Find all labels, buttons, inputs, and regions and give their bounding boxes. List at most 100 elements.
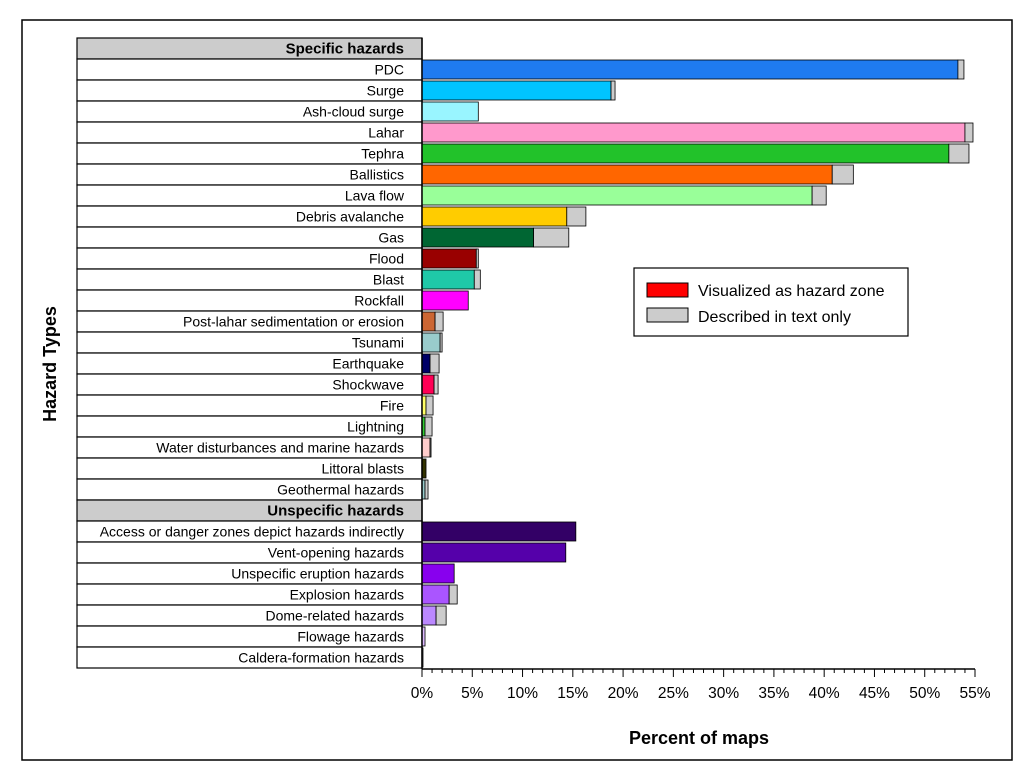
category-label-flowage-hazards: Flowage hazards [297, 629, 404, 645]
bar-text-only-gas [533, 227, 570, 248]
legend-label-text-only: Described in text only [698, 309, 851, 326]
bar-zone-tsunami [421, 332, 441, 353]
bar-text-only-surge [610, 80, 616, 101]
x-tick-label: 40% [809, 685, 840, 702]
category-label-lightning: Lightning [347, 419, 404, 435]
bar-zone-ballistics [421, 164, 833, 185]
bar-zone-explosion-hazards [421, 584, 450, 605]
category-label-earthquake: Earthquake [332, 356, 404, 372]
category-label-geothermal-hazards: Geothermal hazards [277, 482, 404, 498]
x-tick-label: 20% [608, 685, 639, 702]
legend-label-visualized: Visualized as hazard zone [698, 283, 885, 300]
category-row [76, 226, 423, 249]
bar-text-only-post-lahar-sedimentation-or-erosion [434, 311, 444, 332]
bar-zone-access-or-danger-zones-depict-hazards-indirectly [421, 521, 577, 542]
bar-zone-surge [421, 80, 612, 101]
category-label-shockwave: Shockwave [332, 377, 404, 393]
x-tick-label: 0% [411, 685, 434, 702]
x-tick-label: 55% [959, 685, 990, 702]
category-label-caldera-formation-hazards: Caldera-formation hazards [238, 650, 404, 666]
y-axis-title: Hazard Types [40, 306, 60, 422]
bar-zone-blast [421, 269, 475, 290]
x-tick-label: 5% [461, 685, 484, 702]
category-label-post-lahar-sedimentation-or-erosion: Post-lahar sedimentation or erosion [183, 314, 404, 330]
category-row [76, 394, 423, 417]
bar-zone-unspecific-eruption-hazards [421, 563, 455, 584]
category-row [76, 268, 423, 291]
bar-text-only-geothermal-hazards [424, 479, 429, 500]
x-tick-label: 10% [507, 685, 538, 702]
bar-zone-flood [421, 248, 477, 269]
bar-text-only-tephra [948, 143, 970, 164]
bar-zone-lahar [421, 122, 966, 143]
category-label-gas: Gas [378, 230, 404, 246]
category-row [76, 58, 423, 81]
bar-text-only-shockwave [433, 374, 439, 395]
legend-box [633, 267, 909, 337]
category-label-rockfall: Rockfall [354, 293, 404, 309]
category-label-fire: Fire [380, 398, 404, 414]
bar-text-only-water-disturbances-and-marine-hazards [429, 437, 432, 458]
bar-text-only-explosion-hazards [448, 584, 458, 605]
bar-zone-water-disturbances-and-marine-hazards [421, 437, 431, 458]
category-label-lava-flow: Lava flow [345, 188, 405, 204]
bar-zone-shockwave [421, 374, 435, 395]
category-label-vent-opening-hazards: Vent-opening hazards [268, 545, 404, 561]
category-label-access-or-danger-zones-depict-hazards-indirectly: Access or danger zones depict hazards in… [100, 524, 404, 540]
category-label-debris-avalanche: Debris avalanche [296, 209, 404, 225]
category-label-water-disturbances-and-marine-hazards: Water disturbances and marine hazards [156, 440, 404, 456]
bar-zone-gas [421, 227, 535, 248]
x-tick-label: 25% [658, 685, 689, 702]
bar-text-only-pdc [957, 59, 965, 80]
bar-text-only-dome-related-hazards [435, 605, 447, 626]
category-label-blast: Blast [373, 272, 404, 288]
category-label-pdc: PDC [374, 62, 404, 78]
x-tick-label: 30% [708, 685, 739, 702]
category-label-unspecific-eruption-hazards: Unspecific eruption hazards [231, 566, 404, 582]
category-label-lahar: Lahar [368, 125, 404, 141]
category-label-ash-cloud-surge: Ash-cloud surge [303, 104, 404, 120]
category-label-ballistics: Ballistics [350, 167, 404, 183]
category-rows: Specific hazards PDC Surge Ash-cloud surge L… [76, 37, 423, 669]
x-tick-label: 45% [859, 685, 890, 702]
x-tick-label: 35% [758, 685, 789, 702]
bars [421, 59, 974, 668]
bar-zone-tephra [421, 143, 950, 164]
bar-text-only-lava-flow [811, 185, 827, 206]
category-label-dome-related-hazards: Dome-related hazards [265, 608, 404, 624]
bar-text-only-tsunami [439, 332, 443, 353]
bar-zone-rockfall [421, 290, 469, 311]
category-label-tsunami: Tsunami [352, 335, 404, 351]
x-axis: 0% 5% 10% 15% 20% 25% 30% 35% 40% 45% 50% 55% [411, 38, 991, 702]
bar-zone-post-lahar-sedimentation-or-erosion [421, 311, 436, 332]
bar-zone-dome-related-hazards [421, 605, 437, 626]
category-label-flood: Flood [369, 251, 404, 267]
bar-zone-lava-flow [421, 185, 813, 206]
bar-text-only-blast [473, 269, 481, 290]
category-label-surge: Surge [367, 83, 405, 99]
group-label-unspecific-hazards: Unspecific hazards [267, 503, 404, 520]
bar-zone-earthquake [421, 353, 431, 374]
bar-text-only-lahar [964, 122, 974, 143]
group-label-specific-hazards: Specific hazards [286, 41, 404, 58]
x-tick-label: 50% [909, 685, 940, 702]
bar-text-only-debris-avalanche [566, 206, 587, 227]
x-axis-title: Percent of maps [629, 728, 769, 748]
legend-swatch-visualized [646, 282, 689, 298]
category-label-tephra: Tephra [361, 146, 404, 162]
bar-zone-vent-opening-hazards [421, 542, 567, 563]
bar-zone-pdc [421, 59, 959, 80]
legend-swatch-text-only [646, 307, 689, 323]
bar-text-only-fire [425, 395, 434, 416]
legend: Visualized as hazard zone Described in t… [633, 267, 909, 337]
bar-zone-debris-avalanche [421, 206, 568, 227]
category-label-explosion-hazards: Explosion hazards [290, 587, 404, 603]
bar-text-only-ballistics [831, 164, 854, 185]
x-tick-label: 15% [557, 685, 588, 702]
category-label-littoral-blasts: Littoral blasts [322, 461, 404, 477]
bar-zone-ash-cloud-surge [421, 101, 479, 122]
bar-text-only-earthquake [429, 353, 440, 374]
bar-text-only-flood [475, 248, 479, 269]
